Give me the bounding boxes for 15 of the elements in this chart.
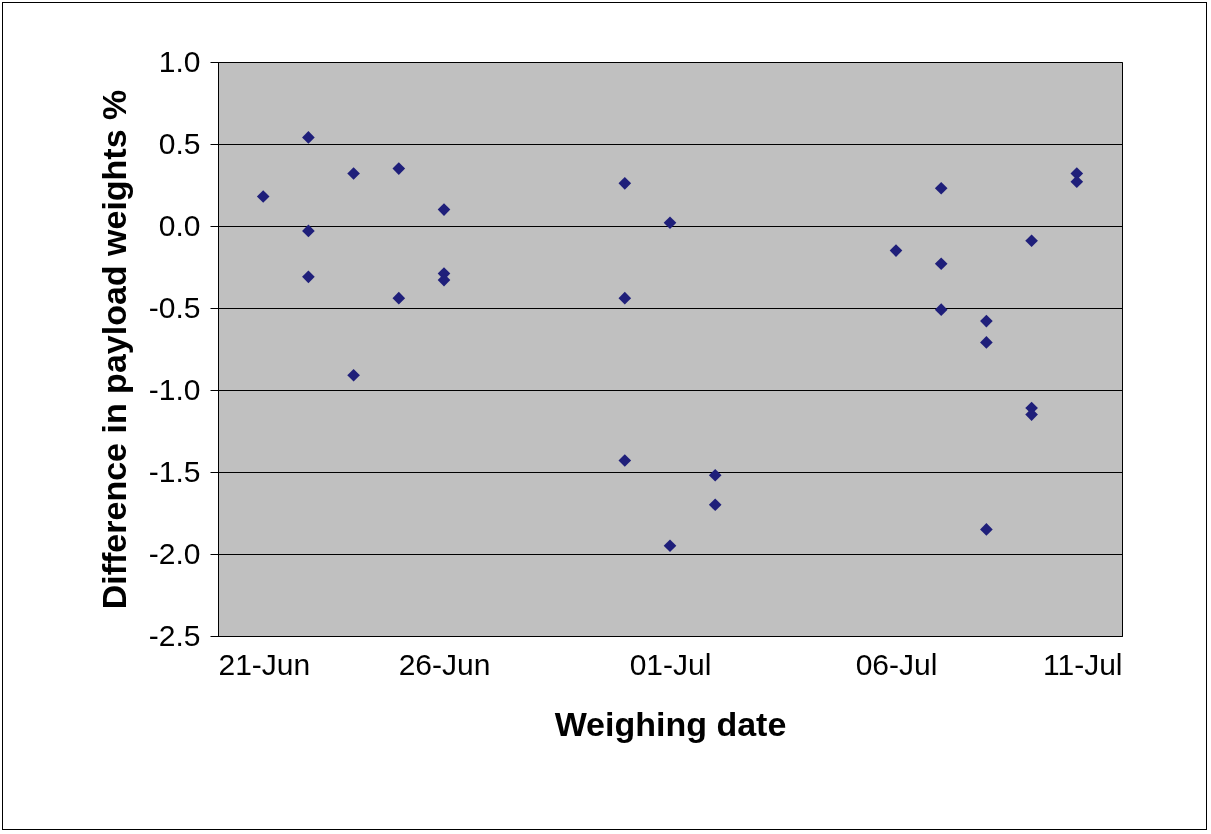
x-tick-label: 01-Jul — [629, 647, 712, 681]
y-axis-title: Difference in payload weights % — [94, 89, 133, 610]
y-tick-label: 0.0 — [158, 208, 201, 242]
x-axis-title: Weighing date — [554, 704, 787, 743]
y-tick-label: 1.0 — [158, 44, 201, 78]
y-tick-label: -0.5 — [148, 290, 201, 324]
y-tick-label: 0.5 — [158, 126, 201, 160]
y-tick-label: -1.5 — [148, 454, 201, 488]
y-tick-label: -2.5 — [148, 618, 201, 652]
y-tick-label: -2.0 — [148, 536, 201, 570]
x-tick-label: 26-Jun — [398, 647, 491, 681]
x-tick-label: 21-Jun — [218, 647, 311, 681]
x-tick-label: 06-Jul — [855, 647, 938, 681]
y-tick-label: -1.0 — [148, 372, 201, 406]
x-tick-label: 11-Jul — [1043, 647, 1123, 681]
